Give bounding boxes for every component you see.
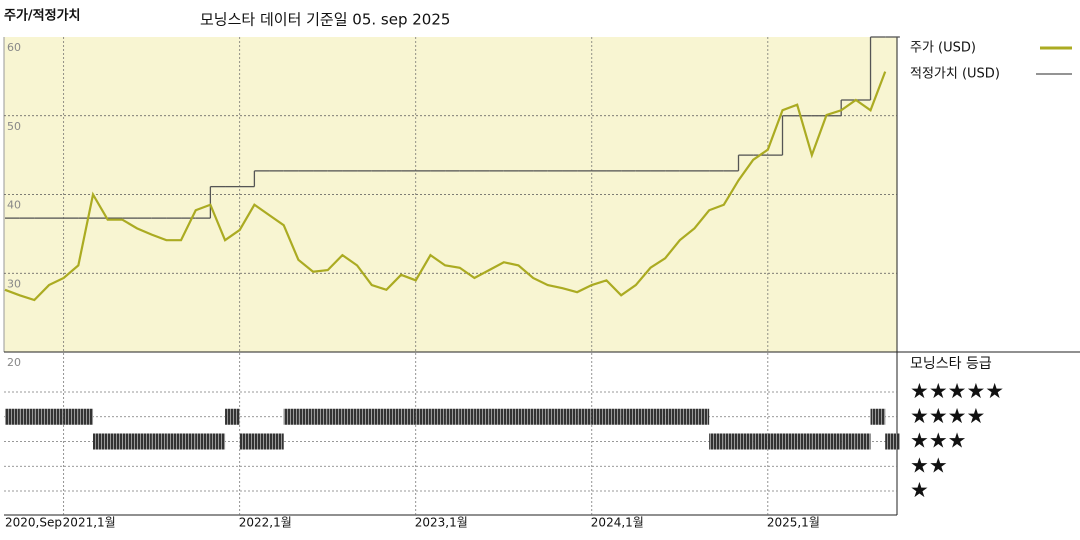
rating-bar [635,408,651,425]
rating-bar [19,408,35,425]
rating-bar [767,433,783,450]
rating-bar [122,433,138,450]
rating-bar [298,408,314,425]
rating-label: ★★★ [910,429,966,453]
rating-bar [401,408,416,425]
rating-bar [269,433,284,450]
rating-bar [855,433,871,450]
y-tick-label: 20 [7,356,21,369]
price-line [4,71,887,302]
y-tick-label: 50 [7,120,21,133]
x-tick-label: 2021,1월 [63,516,116,530]
x-tick-label: 2023,1월 [415,516,468,530]
rating-bar [93,433,108,450]
rating-bar [503,408,519,425]
rating-bar [650,408,666,425]
rating-bar [489,408,504,425]
x-tick-label: 2025,1월 [767,516,820,530]
rating-bar [386,408,402,425]
y-tick-label: 40 [7,199,21,212]
rating-bar [166,433,182,450]
rating-bar [430,408,446,425]
rating-bar [694,408,710,425]
rating-bar [63,408,79,425]
rating-bar [34,408,50,425]
rating-bar [357,408,372,425]
rating-bar [547,408,563,425]
rating-bar [738,433,754,450]
chart-subtitle: 모닝스타 데이터 기준일 05. sep 2025 [200,11,450,29]
rating-bar [606,408,622,425]
chart-title: 주가/적정가치 [4,8,81,24]
rating-bar [885,433,900,450]
rating-bar [283,408,299,425]
x-tick-label: 2020,Sep [5,516,62,530]
rating-bar [753,433,768,450]
legend-label: 주가 (USD) [910,41,976,56]
legend-label: 적정가치 (USD) [910,67,1000,82]
rating-label: ★★ [910,453,948,477]
rating-bar [342,408,358,425]
rating-bar [621,408,636,425]
rating-bar [474,408,490,425]
x-tick-label: 2022,1월 [239,516,292,530]
rating-bar [841,433,856,450]
rating-bar [679,408,695,425]
rating-bar [151,433,167,450]
rating-bar [49,408,64,425]
rating-bar [210,433,226,450]
rating-bar [239,433,255,450]
rating-bar [327,408,343,425]
rating-bar [225,408,240,425]
rating-bar [181,433,196,450]
rating-label: ★★★★★ [910,379,1004,403]
y-tick-label: 30 [7,277,21,290]
rating-label: ★★★★ [910,404,985,428]
rating-bar [445,408,460,425]
rating-bar [254,433,270,450]
legend-title: 모닝스타 등급 [910,356,992,372]
rating-bar [826,433,842,450]
rating-bar [107,433,123,450]
rating-bar [709,433,724,450]
rating-bar [415,408,431,425]
rating-label: ★ [910,478,929,502]
rating-bar [371,408,387,425]
rating-bar [195,433,211,450]
rating-bar [591,408,607,425]
rating-bar [811,433,827,450]
rating-bar [459,408,475,425]
rating-bar [313,408,328,425]
rating-bar [518,408,534,425]
rating-bar [782,433,798,450]
rating-bar [870,408,886,425]
rating-bar [137,433,152,450]
rating-bar [577,408,592,425]
rating-bar [78,408,94,425]
rating-bar [5,408,20,425]
rating-bar [797,433,812,450]
rating-bar [723,433,739,450]
x-tick-label: 2024,1월 [591,516,644,530]
rating-bar [533,408,548,425]
rating-bar [562,408,578,425]
y-tick-label: 60 [7,41,21,54]
rating-bar [665,408,680,425]
